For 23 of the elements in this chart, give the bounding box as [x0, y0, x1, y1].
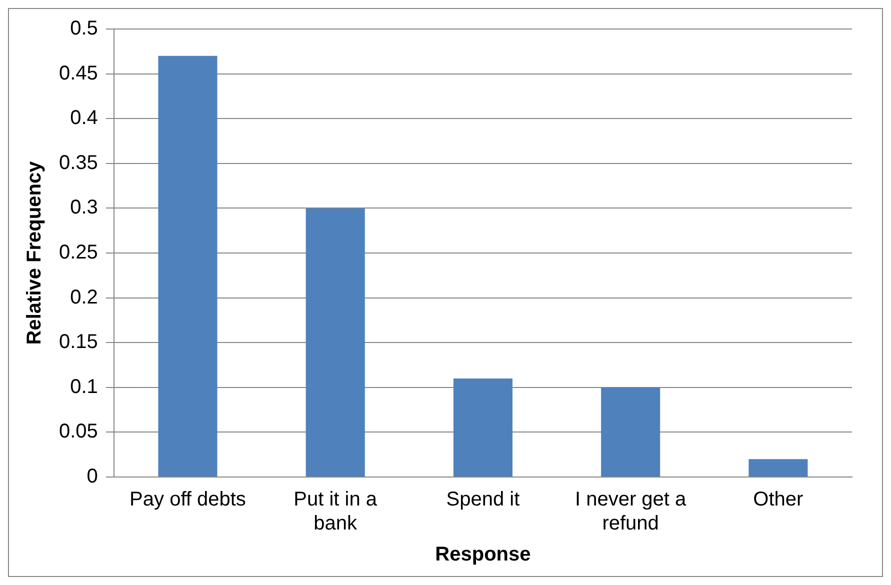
x-tick-label: Put it in a bank	[294, 488, 378, 535]
bar	[306, 208, 365, 476]
y-tick-label: 0	[86, 466, 98, 488]
x-tick-label: Pay off debts	[130, 488, 246, 511]
x-axis-title: Response	[435, 544, 531, 566]
y-tick-label: 0.05	[58, 420, 98, 443]
x-tick-label: Other	[753, 488, 804, 511]
bar	[158, 56, 218, 476]
y-tick-label: 0.35	[58, 152, 98, 174]
bar	[453, 378, 512, 476]
y-tick-label: 0.1	[70, 376, 98, 398]
y-tick-label: 0.25	[58, 242, 98, 264]
x-tick-label: Spend it	[446, 488, 520, 511]
y-tick-label: 0.5	[70, 18, 98, 40]
y-tick-label: 0.3	[70, 196, 98, 219]
bar	[748, 459, 808, 476]
y-tick-label: 0.4	[70, 107, 98, 130]
bar	[601, 387, 660, 476]
y-axis-title: Relative Frequency	[24, 160, 46, 345]
x-tick-label: I never get a refund	[574, 488, 688, 535]
y-tick-label: 0.2	[70, 286, 98, 308]
y-tick-label: 0.45	[58, 62, 98, 84]
y-tick-label: 0.15	[58, 331, 98, 354]
